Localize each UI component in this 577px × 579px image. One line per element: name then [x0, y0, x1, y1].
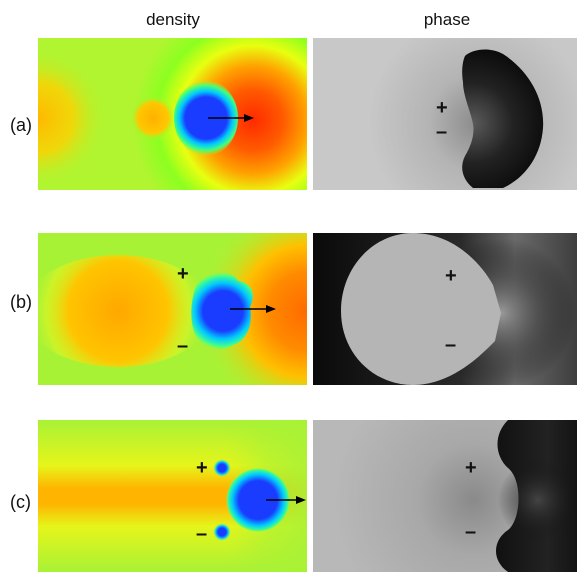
minus-vortex-density-c: – — [196, 523, 208, 545]
plus-vortex-density-c: + — [196, 457, 208, 479]
density-panel-a — [38, 38, 307, 190]
phase-map-c — [313, 420, 577, 572]
plus-vortex-phase-a: + — [436, 97, 448, 119]
plus-vortex-phase-b: + — [445, 265, 457, 287]
minus-vortex-phase-a: – — [436, 121, 448, 143]
plus-vortex-density-b: + — [177, 263, 189, 285]
minus-vortex-phase-c: – — [465, 521, 477, 543]
row-label-b: (b) — [10, 292, 32, 312]
density-panel-c — [38, 420, 307, 572]
density-map-c — [38, 420, 307, 572]
phase-panel-a — [313, 38, 577, 190]
row-label-c: (c) — [10, 492, 31, 512]
phase-map-a — [313, 38, 577, 190]
density-panel-b — [38, 233, 307, 385]
phase-map-b — [313, 233, 577, 385]
minus-vortex-phase-b: – — [445, 334, 457, 356]
phase-panel-c — [313, 420, 577, 572]
density-map-a — [38, 38, 307, 190]
density-column-header: density — [146, 10, 200, 29]
density-map-b — [38, 233, 307, 385]
phase-panel-b — [313, 233, 577, 385]
plus-vortex-phase-c: + — [465, 457, 477, 479]
row-label-a: (a) — [10, 115, 32, 135]
minus-vortex-density-b: – — [177, 335, 189, 357]
phase-column-header: phase — [423, 10, 471, 29]
